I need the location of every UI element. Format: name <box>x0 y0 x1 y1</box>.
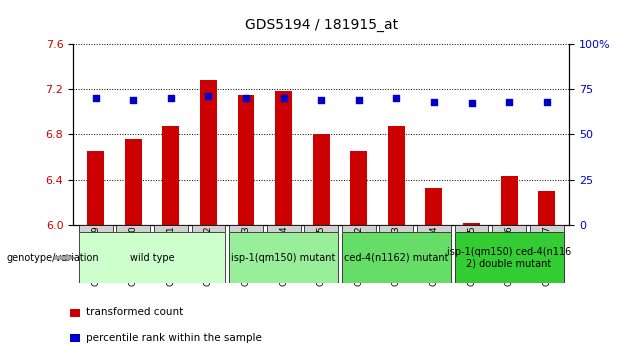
Point <box>354 97 364 103</box>
Text: GSM1306002: GSM1306002 <box>354 225 363 286</box>
Bar <box>79 232 225 283</box>
Text: GSM1305991: GSM1305991 <box>167 225 176 286</box>
Text: wild type: wild type <box>130 253 174 263</box>
Bar <box>380 225 413 232</box>
Bar <box>304 225 338 232</box>
Text: GDS5194 / 181915_at: GDS5194 / 181915_at <box>245 19 398 32</box>
Bar <box>455 225 488 232</box>
Bar <box>342 225 376 232</box>
Text: percentile rank within the sample: percentile rank within the sample <box>86 333 262 343</box>
Point <box>504 99 514 105</box>
Text: GSM1306007: GSM1306007 <box>542 225 551 286</box>
Text: GSM1306003: GSM1306003 <box>392 225 401 286</box>
Bar <box>342 232 451 283</box>
Point <box>279 95 289 101</box>
Point <box>316 97 326 103</box>
Text: GSM1305989: GSM1305989 <box>91 225 100 286</box>
Text: GSM1306005: GSM1306005 <box>467 225 476 286</box>
Bar <box>463 223 480 225</box>
Bar <box>388 126 404 225</box>
Bar <box>162 126 179 225</box>
Point <box>466 101 476 106</box>
Bar <box>538 191 555 225</box>
Bar <box>350 151 367 225</box>
Bar <box>530 225 563 232</box>
Text: transformed count: transformed count <box>86 307 183 317</box>
Point <box>204 93 214 99</box>
Text: GSM1305992: GSM1305992 <box>204 225 213 286</box>
Text: GSM1305994: GSM1305994 <box>279 225 288 286</box>
Bar <box>79 225 113 232</box>
Bar <box>313 134 329 225</box>
Text: ced-4(n1162) mutant: ced-4(n1162) mutant <box>344 253 448 263</box>
Point <box>166 95 176 101</box>
Text: genotype/variation: genotype/variation <box>6 253 99 263</box>
Bar <box>275 91 292 225</box>
Point <box>241 95 251 101</box>
Bar <box>116 225 150 232</box>
Point <box>391 95 401 101</box>
Text: GSM1305993: GSM1305993 <box>242 225 251 286</box>
Point <box>542 99 552 105</box>
Bar <box>492 225 526 232</box>
Bar <box>417 225 451 232</box>
Bar <box>87 151 104 225</box>
Bar <box>125 139 142 225</box>
Bar <box>501 176 518 225</box>
Point <box>128 97 139 103</box>
Bar <box>238 95 254 225</box>
Bar <box>425 188 443 225</box>
Bar <box>229 225 263 232</box>
Text: isp-1(qm150) mutant: isp-1(qm150) mutant <box>232 253 336 263</box>
Bar <box>266 225 301 232</box>
Bar <box>229 232 338 283</box>
Text: isp-1(qm150) ced-4(n116
2) double mutant: isp-1(qm150) ced-4(n116 2) double mutant <box>447 247 571 269</box>
Bar <box>200 80 217 225</box>
Bar <box>191 225 225 232</box>
Bar <box>455 232 563 283</box>
Bar <box>154 225 188 232</box>
Point <box>429 99 439 105</box>
Text: GSM1305990: GSM1305990 <box>128 225 138 286</box>
Text: GSM1306006: GSM1306006 <box>504 225 514 286</box>
Text: GSM1306004: GSM1306004 <box>429 225 438 286</box>
Text: GSM1305995: GSM1305995 <box>317 225 326 286</box>
Point <box>90 95 100 101</box>
